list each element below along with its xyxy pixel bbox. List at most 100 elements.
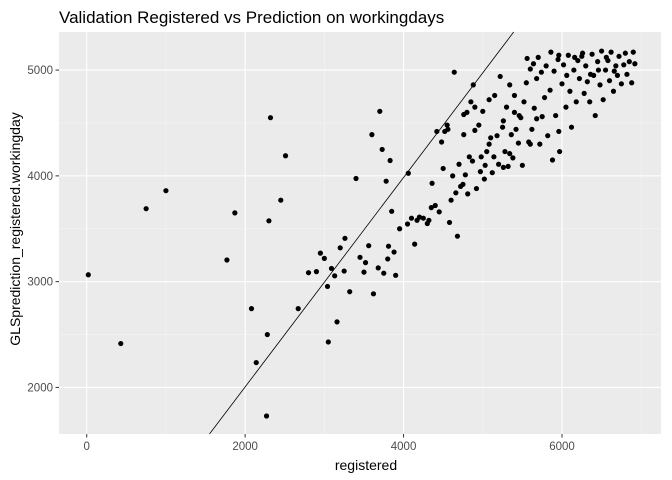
data-point xyxy=(556,52,562,58)
data-point xyxy=(524,55,530,62)
data-point xyxy=(347,289,353,295)
data-point xyxy=(361,269,367,275)
data-point xyxy=(530,61,537,67)
x-axis-ticks: 0 2000 4000 6000 xyxy=(84,434,575,453)
data-point xyxy=(278,197,284,203)
data-point xyxy=(434,128,440,135)
data-point xyxy=(426,217,432,223)
data-point xyxy=(551,68,557,74)
data-point xyxy=(488,135,494,141)
data-point xyxy=(511,92,518,99)
data-point xyxy=(595,59,601,65)
data-point xyxy=(597,82,603,88)
data-point xyxy=(543,63,549,69)
data-point xyxy=(387,157,393,164)
data-point xyxy=(608,49,614,55)
data-point xyxy=(163,188,169,194)
data-point xyxy=(576,75,583,82)
grid-minor xyxy=(59,32,661,434)
data-point xyxy=(541,94,548,101)
data-point xyxy=(480,108,486,114)
data-point xyxy=(624,71,630,77)
data-point xyxy=(535,54,541,60)
data-point xyxy=(510,155,516,161)
data-point xyxy=(537,141,543,147)
data-point xyxy=(513,126,519,132)
data-point xyxy=(473,185,480,192)
data-point xyxy=(559,81,565,87)
data-point xyxy=(500,164,506,171)
data-point xyxy=(468,99,474,105)
data-point xyxy=(266,218,272,224)
data-point xyxy=(584,79,590,85)
x-tick-label: 0 xyxy=(84,441,90,453)
data-point xyxy=(357,254,363,260)
data-point xyxy=(575,57,581,64)
data-point xyxy=(224,257,230,263)
data-point xyxy=(621,62,627,68)
data-point xyxy=(118,340,124,347)
data-point xyxy=(253,359,259,366)
data-point xyxy=(466,154,472,160)
data-point xyxy=(389,208,395,214)
plot-panel xyxy=(59,32,661,434)
data-point xyxy=(600,97,606,103)
data-point xyxy=(497,73,503,80)
data-point xyxy=(393,272,399,278)
data-point xyxy=(622,50,628,56)
data-point xyxy=(328,265,335,272)
data-point xyxy=(494,133,500,139)
y-axis-ticks: 2000 3000 4000 5000 xyxy=(27,65,59,394)
data-point xyxy=(404,221,411,227)
data-point xyxy=(486,141,492,147)
data-point xyxy=(568,124,575,130)
y-tick-label: 5000 xyxy=(27,65,53,77)
data-point xyxy=(450,173,456,179)
data-point xyxy=(476,122,482,128)
data-point xyxy=(592,112,598,119)
data-point xyxy=(451,69,457,75)
data-point xyxy=(248,306,255,312)
data-point xyxy=(581,90,587,96)
reference-line xyxy=(209,31,514,435)
data-point xyxy=(626,59,632,65)
data-point xyxy=(589,51,595,57)
data-point xyxy=(362,260,369,266)
data-point xyxy=(587,71,594,77)
data-point xyxy=(484,148,490,155)
data-point xyxy=(534,75,540,82)
data-point xyxy=(375,265,381,271)
data-point xyxy=(630,49,636,55)
data-point xyxy=(334,319,340,325)
data-point xyxy=(629,80,635,86)
data-point xyxy=(353,175,359,182)
data-point xyxy=(432,202,438,209)
data-point xyxy=(560,62,567,68)
data-point xyxy=(527,141,533,147)
data-point xyxy=(618,81,624,87)
data-point xyxy=(370,291,377,297)
data-point xyxy=(571,67,577,73)
data-point xyxy=(436,209,442,215)
data-point xyxy=(587,99,593,105)
data-point xyxy=(383,178,389,184)
data-point xyxy=(611,68,617,74)
data-point xyxy=(446,219,453,226)
chart-title: Validation Registered vs Prediction on w… xyxy=(59,8,444,27)
data-point xyxy=(503,104,510,110)
data-point xyxy=(538,69,544,75)
data-point xyxy=(610,88,617,94)
data-point xyxy=(583,63,589,69)
data-point xyxy=(460,181,466,187)
data-point xyxy=(563,104,569,110)
data-point xyxy=(324,283,331,290)
data-point xyxy=(505,163,511,169)
data-point xyxy=(481,176,487,182)
data-point xyxy=(491,154,497,160)
data-point xyxy=(507,82,513,88)
data-point xyxy=(602,67,609,73)
data-point xyxy=(267,115,274,121)
data-point xyxy=(445,126,451,132)
data-point xyxy=(523,80,529,86)
